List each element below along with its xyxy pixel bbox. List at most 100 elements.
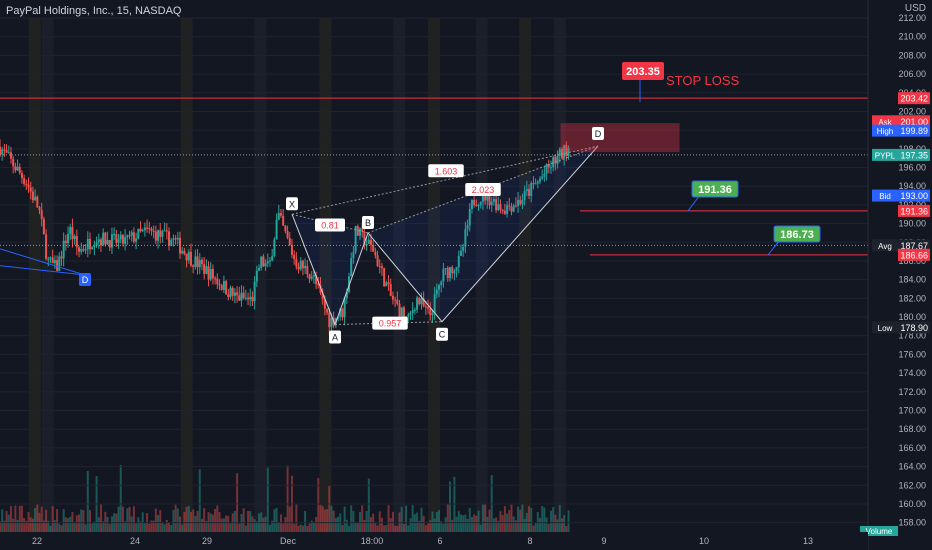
session-band [475, 18, 488, 532]
candle-body [56, 260, 59, 271]
candle-body [75, 235, 78, 248]
price-axis-bg [868, 0, 932, 550]
candle-body [251, 296, 254, 302]
candle-body [222, 281, 225, 290]
candle-body [29, 187, 32, 192]
time-tick-label: 9 [601, 536, 606, 546]
candle-body [205, 266, 208, 274]
volume-bar [438, 509, 441, 532]
volume-bar [73, 523, 76, 532]
volume-bar [420, 507, 423, 532]
volume-bar [251, 516, 254, 532]
candle-body [556, 155, 559, 164]
price-tick-label: 198.00 [898, 144, 926, 154]
volume-bar [288, 506, 291, 532]
volume-bar [466, 518, 469, 532]
volume-bar [20, 505, 23, 532]
volume-bar [150, 520, 153, 532]
time-tick-label: 10 [699, 536, 709, 546]
candle-body [567, 148, 570, 157]
price-label-tag-bg [872, 321, 898, 334]
candle-body [449, 267, 452, 279]
candle-body [185, 253, 188, 261]
price-tick-label: 186.00 [898, 256, 926, 266]
volume-bar [488, 509, 491, 532]
candle-body [444, 268, 447, 270]
price-axis[interactable]: 158.00 160.00 162.00 164.00 166.00 168.00 170.… [860, 0, 932, 550]
candle-body [20, 173, 23, 179]
candle-body [266, 261, 269, 264]
volume-bar [242, 508, 245, 532]
d-target-zone [560, 123, 680, 153]
candle-body [117, 239, 120, 243]
candle-body [108, 240, 111, 248]
volume-bar [279, 514, 282, 532]
candle-body [453, 270, 456, 274]
volume-bar [563, 515, 566, 532]
volume-bar [359, 512, 362, 532]
volume-bar [238, 523, 241, 532]
candle-body [16, 166, 19, 171]
volume-bar [233, 510, 236, 532]
volume-bar [157, 514, 160, 532]
volume-bar [203, 508, 206, 532]
price-label-tag: Avg [878, 242, 892, 251]
candle-body [238, 295, 241, 301]
price-tick-label: 164.00 [898, 462, 926, 472]
candle-body [345, 292, 348, 299]
candle-body [539, 178, 542, 182]
time-tick-label: 29 [202, 536, 212, 546]
volume-bar [319, 504, 322, 532]
volume-bar [367, 478, 370, 532]
volume-bar [106, 516, 109, 532]
ratio-bcd: 2.023 [472, 185, 495, 195]
candle-body [247, 297, 250, 300]
candle-body [163, 230, 166, 232]
volume-bar [262, 517, 265, 532]
volume-bar [554, 514, 557, 532]
candle-body [189, 251, 192, 266]
volume-bar [269, 524, 272, 532]
volume-bar [31, 518, 34, 532]
candle-body [378, 266, 381, 268]
volume-bar [308, 523, 311, 532]
volume-bar [236, 473, 239, 532]
candle-body [446, 268, 449, 279]
candle-body [137, 228, 140, 239]
candle-body [119, 234, 122, 240]
volume-bar [348, 525, 351, 532]
candle-body [387, 282, 390, 284]
time-axis[interactable]: 22 24 29 Dec 18:00 6 8 9 10 13 [0, 532, 868, 550]
candle-body [532, 183, 535, 185]
candle-body [490, 201, 493, 206]
candle-body [161, 231, 164, 237]
candle-body [398, 303, 401, 317]
candle-body [312, 275, 315, 277]
volume-bar [354, 522, 357, 532]
volume-bar [499, 511, 502, 532]
candle-body [95, 242, 98, 246]
pattern-point-a: A [332, 333, 338, 343]
candle-body [38, 207, 41, 211]
ratio-xad-bg [428, 164, 464, 178]
candle-body [47, 258, 50, 260]
volume-bar [45, 509, 48, 532]
price-label-value: 201.00 [900, 117, 928, 127]
volume-bar [124, 521, 127, 532]
candle-body [194, 256, 197, 267]
time-tick-label: 8 [527, 536, 532, 546]
candle-body [80, 249, 83, 252]
volume-bar [174, 504, 177, 532]
candle-body [521, 200, 524, 205]
price-label-bg [898, 248, 930, 261]
volume-bar [365, 511, 368, 532]
time-tick-label: Dec [280, 536, 297, 546]
volume-bar [67, 518, 70, 532]
volume-label-bg [860, 526, 898, 536]
candle-body [211, 268, 214, 279]
candle-body [102, 232, 105, 246]
candle-body [143, 227, 146, 231]
volume-bar [97, 517, 100, 532]
session-band [319, 18, 332, 532]
